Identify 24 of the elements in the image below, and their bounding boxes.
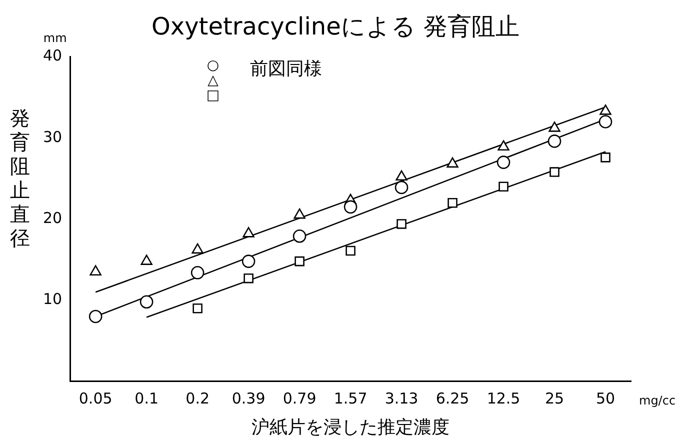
x-tick-label: 0.2 <box>186 389 210 408</box>
text: mg/cc <box>639 394 676 408</box>
x-tick-label: 1.57 <box>334 389 368 408</box>
text: mm <box>43 30 67 45</box>
y-tick-label: 40 <box>42 46 62 65</box>
x-tick-label: 0.1 <box>134 389 159 408</box>
x-tick-label: 0.79 <box>282 389 316 408</box>
x-tick-label: 0.39 <box>232 389 266 408</box>
x-tick-label: 25 <box>544 389 564 408</box>
annotation: ○ <box>206 58 220 74</box>
x-tick-label: 50 <box>596 389 616 408</box>
x-tick-label: 0.05 <box>78 389 112 408</box>
annotation: □ <box>206 88 220 104</box>
y-tick-label: 30 <box>42 128 62 146</box>
x-axis-title: 沪紙片を浸した推定濃度 <box>252 416 450 438</box>
chart-title: Oxytetracyclineによる 発育阻止 <box>152 12 520 41</box>
annotation: 前図同様 <box>250 58 322 80</box>
y-axis-title: 発育阻止直径 <box>10 106 30 250</box>
x-tick-label: 6.25 <box>436 389 470 408</box>
x-tick-label: 12.5 <box>486 389 520 408</box>
annotation: △ <box>208 72 219 89</box>
y-tick-label: 20 <box>42 208 62 227</box>
x-tick-label: 3.13 <box>384 389 418 408</box>
y-tick-label: 10 <box>42 290 62 308</box>
